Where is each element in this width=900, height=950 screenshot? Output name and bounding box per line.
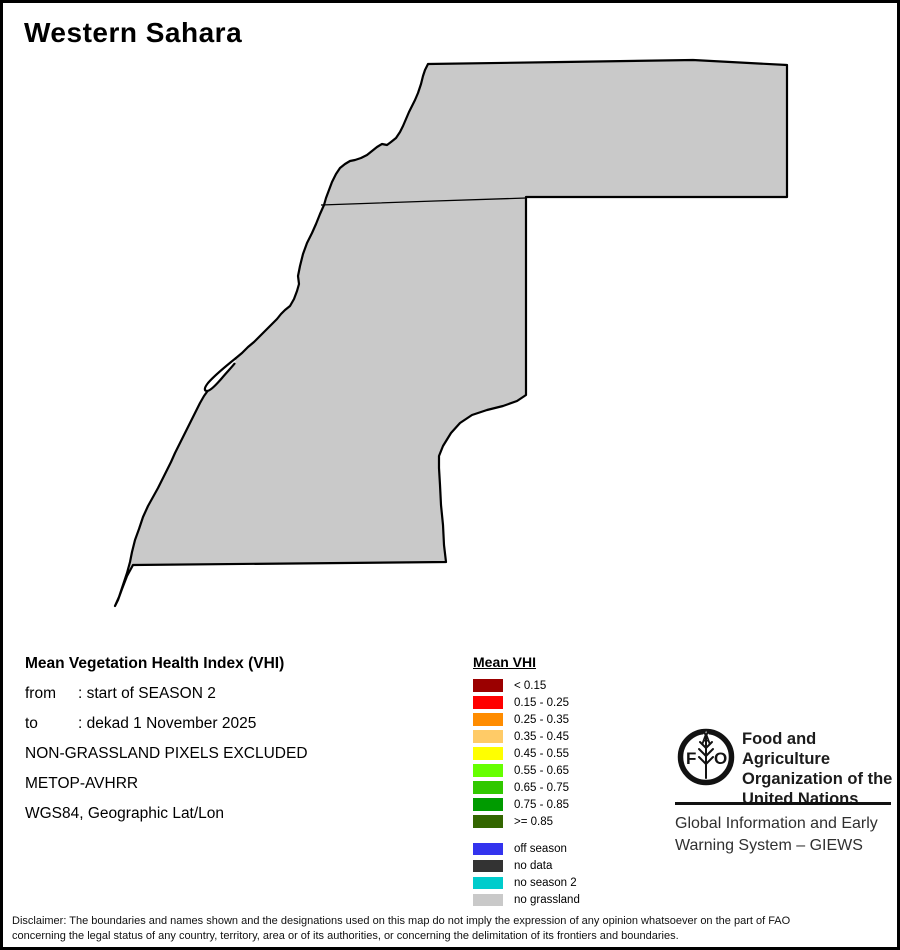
map-canvas [113,58,789,608]
western-sahara-region [113,58,789,608]
vhi-meta-line: METOP-AVHRR [25,775,139,792]
internal-boundary-line [320,197,527,206]
legend-item-label: < 0.15 [514,679,547,692]
legend-color-swatch [473,815,503,828]
period-value: : start of SEASON 2 [78,685,216,702]
legend-item-label: 0.75 - 0.85 [514,798,569,811]
page-title: Western Sahara [24,17,243,48]
legend-color-swatch [473,764,503,777]
vhi-meta-line: WGS84, Geographic Lat/Lon [25,805,225,822]
period-label: from [25,685,56,702]
legend-color-swatch [473,730,503,743]
fao-org-line: Organization of the [742,770,893,788]
legend-color-swatch [473,893,503,906]
legend-item-label: 0.45 - 0.55 [514,747,569,760]
legend-item-label: 0.15 - 0.25 [514,696,569,709]
legend-extra-class-list: off season no data no season 2 no grassl… [473,840,580,908]
vhi-index-title: Mean Vegetation Health Index (VHI) [25,655,285,672]
legend-item-label: 0.25 - 0.35 [514,713,569,726]
vhi-meta-lines: NON-GRASSLAND PIXELS EXCLUDED METOP-AVHR… [25,743,308,833]
legend-item: 0.15 - 0.25 [473,694,580,711]
svg-text:F: F [686,749,696,768]
wheat-ear-icon [698,729,714,779]
legend-color-swatch [473,747,503,760]
legend-item: no grassland [473,891,580,908]
fao-org-line: Food and Agriculture [742,730,831,768]
disclaimer-text: Disclaimer: The boundaries and names sho… [12,914,790,944]
legend-item: 0.35 - 0.45 [473,728,580,745]
vhi-period-row: to : dekad 1 November 2025 [25,713,308,743]
legend-color-swatch [473,679,503,692]
legend-item: 0.75 - 0.85 [473,796,580,813]
vhi-legend: Mean VHI < 0.15 0.15 - 0.25 0.25 - 0.35 [473,654,580,908]
legend-title: Mean VHI [473,654,537,670]
legend-color-swatch [473,798,503,811]
fao-logo-icon: FIAT PANIS F O A [677,728,735,786]
legend-color-swatch [473,696,503,709]
period-label: to [25,715,38,732]
legend-item: off season [473,840,580,857]
disclaimer-line: Disclaimer: The boundaries and names sho… [12,915,791,927]
giews-line: Warning System – GIEWS [675,837,863,854]
disclaimer-line: concerning the legal status of any count… [12,930,679,942]
legend-item: 0.45 - 0.55 [473,745,580,762]
svg-text:O: O [714,749,727,768]
branding-divider [675,802,891,805]
legend-class-list: < 0.15 0.15 - 0.25 0.25 - 0.35 0.35 - 0.… [473,677,580,830]
legend-item: no season 2 [473,874,580,891]
legend-item: < 0.15 [473,677,580,694]
dakhla-peninsula-outline [203,357,237,393]
giews-line: Global Information and Early [675,815,878,832]
period-value: : dekad 1 November 2025 [78,715,257,732]
legend-item-label: no grassland [514,893,580,906]
vhi-period-rows: from : start of SEASON 2 to : dekad 1 Nove… [25,683,308,743]
legend-item: 0.65 - 0.75 [473,779,580,796]
legend-item-label: no season 2 [514,876,577,889]
legend-color-swatch [473,859,503,872]
legend-item: 0.55 - 0.65 [473,762,580,779]
legend-item: no data [473,857,580,874]
legend-item-label: 0.65 - 0.75 [514,781,569,794]
fao-org-line: United Nations [742,790,859,808]
legend-item: >= 0.85 [473,813,580,830]
giews-name: Global Information and Early Warning Syst… [675,813,878,857]
legend-item: 0.25 - 0.35 [473,711,580,728]
legend-item-label: no data [514,859,553,872]
fao-org-name: Food and Agriculture Organization of the U… [742,729,897,809]
map-info-block: Mean Vegetation Health Index (VHI) from:… [25,653,308,833]
legend-item-label: 0.35 - 0.45 [514,730,569,743]
vhi-meta-line: NON-GRASSLAND PIXELS EXCLUDED [25,745,308,762]
legend-item-label: >= 0.85 [514,815,554,828]
vhi-period-row: from : start of SEASON 2 [25,683,308,713]
legend-color-swatch [473,781,503,794]
legend-color-swatch [473,842,503,855]
legend-item-label: 0.55 - 0.65 [514,764,569,777]
legend-color-swatch [473,876,503,889]
legend-item-label: off season [514,842,567,855]
legend-color-swatch [473,713,503,726]
